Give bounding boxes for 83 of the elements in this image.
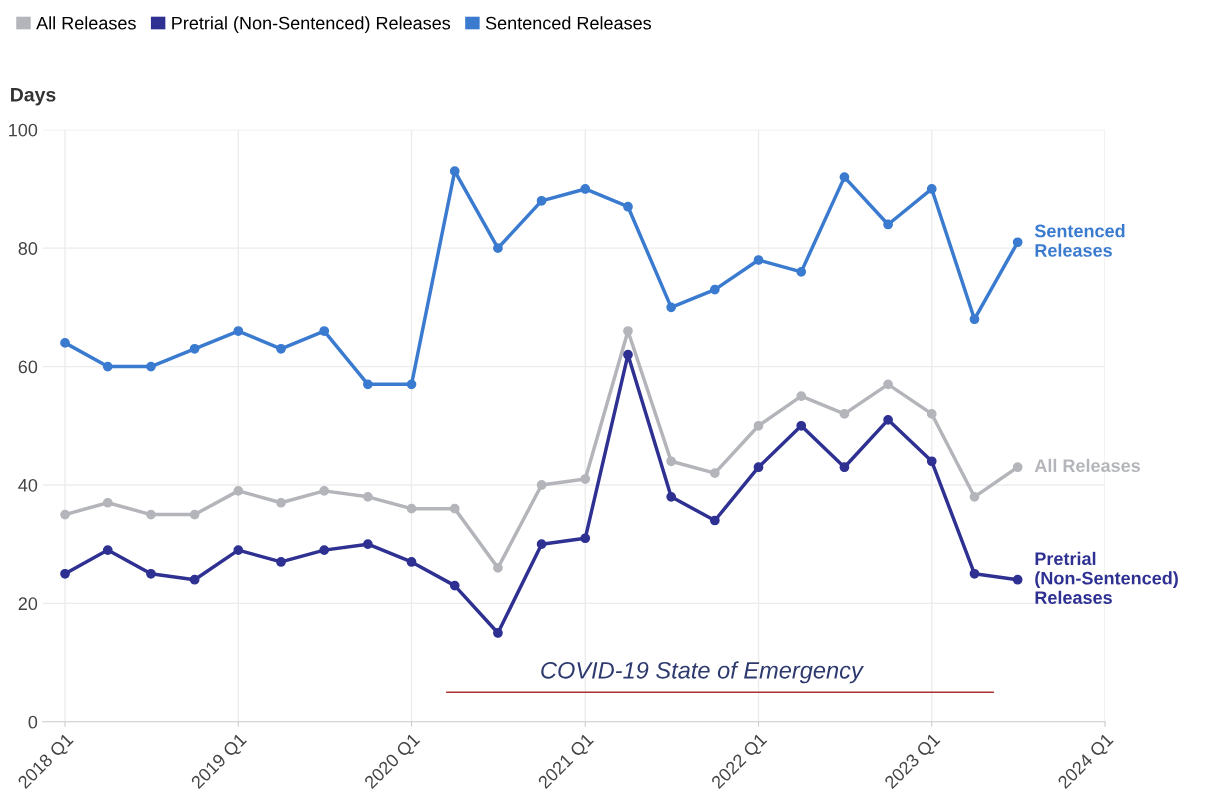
point xyxy=(1012,237,1023,248)
point xyxy=(839,462,850,473)
point xyxy=(363,379,373,390)
point xyxy=(1012,574,1023,585)
point xyxy=(493,563,503,573)
point xyxy=(969,491,980,502)
point xyxy=(233,545,244,555)
point xyxy=(102,497,113,508)
point xyxy=(536,480,547,490)
point xyxy=(623,201,633,212)
point xyxy=(319,545,330,555)
y-tick-label: 60 xyxy=(18,360,38,374)
point xyxy=(883,379,893,390)
y-tick-label: 80 xyxy=(18,242,38,255)
point xyxy=(233,326,244,336)
point xyxy=(363,539,373,550)
point xyxy=(753,420,764,431)
annotation: All Releases xyxy=(1034,458,1140,473)
point xyxy=(709,468,720,478)
point xyxy=(319,486,330,496)
point xyxy=(146,361,156,372)
point xyxy=(753,255,764,265)
y-tick-label: 0 xyxy=(28,715,38,729)
point xyxy=(796,391,807,402)
point xyxy=(189,509,200,520)
point xyxy=(709,284,720,295)
point xyxy=(666,302,677,313)
point xyxy=(233,486,244,496)
point xyxy=(536,539,547,550)
point xyxy=(969,568,980,579)
point xyxy=(580,184,591,194)
point xyxy=(493,628,503,638)
point xyxy=(60,509,70,520)
annotation: COVID-19 State of Emergency xyxy=(541,661,864,684)
point xyxy=(580,474,591,484)
point xyxy=(709,515,720,526)
point xyxy=(753,462,764,473)
point xyxy=(536,195,547,206)
point xyxy=(623,326,633,336)
point xyxy=(926,184,937,194)
annotation: Pretrial (Non-Sentenced) Releases xyxy=(1035,551,1178,604)
y-tick-label: 40 xyxy=(18,478,38,492)
point xyxy=(969,314,980,325)
point xyxy=(926,456,937,467)
point xyxy=(60,568,70,579)
point xyxy=(276,497,286,508)
point xyxy=(449,166,460,177)
annotation: Sentenced Releases xyxy=(1034,224,1125,257)
point xyxy=(1012,462,1023,473)
point xyxy=(839,172,850,182)
point xyxy=(449,503,460,514)
point xyxy=(926,409,937,419)
point xyxy=(146,568,156,579)
point xyxy=(189,343,200,354)
y-tick-label: 100 xyxy=(9,123,38,137)
point xyxy=(276,343,286,354)
point xyxy=(146,509,156,520)
point xyxy=(796,266,807,277)
point xyxy=(406,503,417,514)
legend-label: All Releases xyxy=(36,16,136,30)
point xyxy=(666,456,677,467)
y-tick-label: 20 xyxy=(18,597,38,611)
point xyxy=(883,219,893,230)
point xyxy=(493,243,503,254)
point xyxy=(406,379,417,390)
point xyxy=(580,533,591,544)
point xyxy=(102,545,113,555)
legend-label: Sentenced Releases xyxy=(485,16,652,30)
point xyxy=(449,580,460,591)
point xyxy=(666,491,677,502)
point xyxy=(276,557,286,567)
y-axis-title: Days xyxy=(11,88,56,106)
legend-label: Pretrial (Non-Sentenced) Releases xyxy=(172,16,451,34)
point xyxy=(839,409,850,419)
point xyxy=(319,326,330,336)
point xyxy=(102,361,113,372)
point xyxy=(796,420,807,431)
point xyxy=(883,414,893,425)
point xyxy=(406,557,417,567)
point xyxy=(60,338,70,348)
point xyxy=(623,349,633,360)
point xyxy=(189,574,200,585)
point xyxy=(363,491,373,502)
